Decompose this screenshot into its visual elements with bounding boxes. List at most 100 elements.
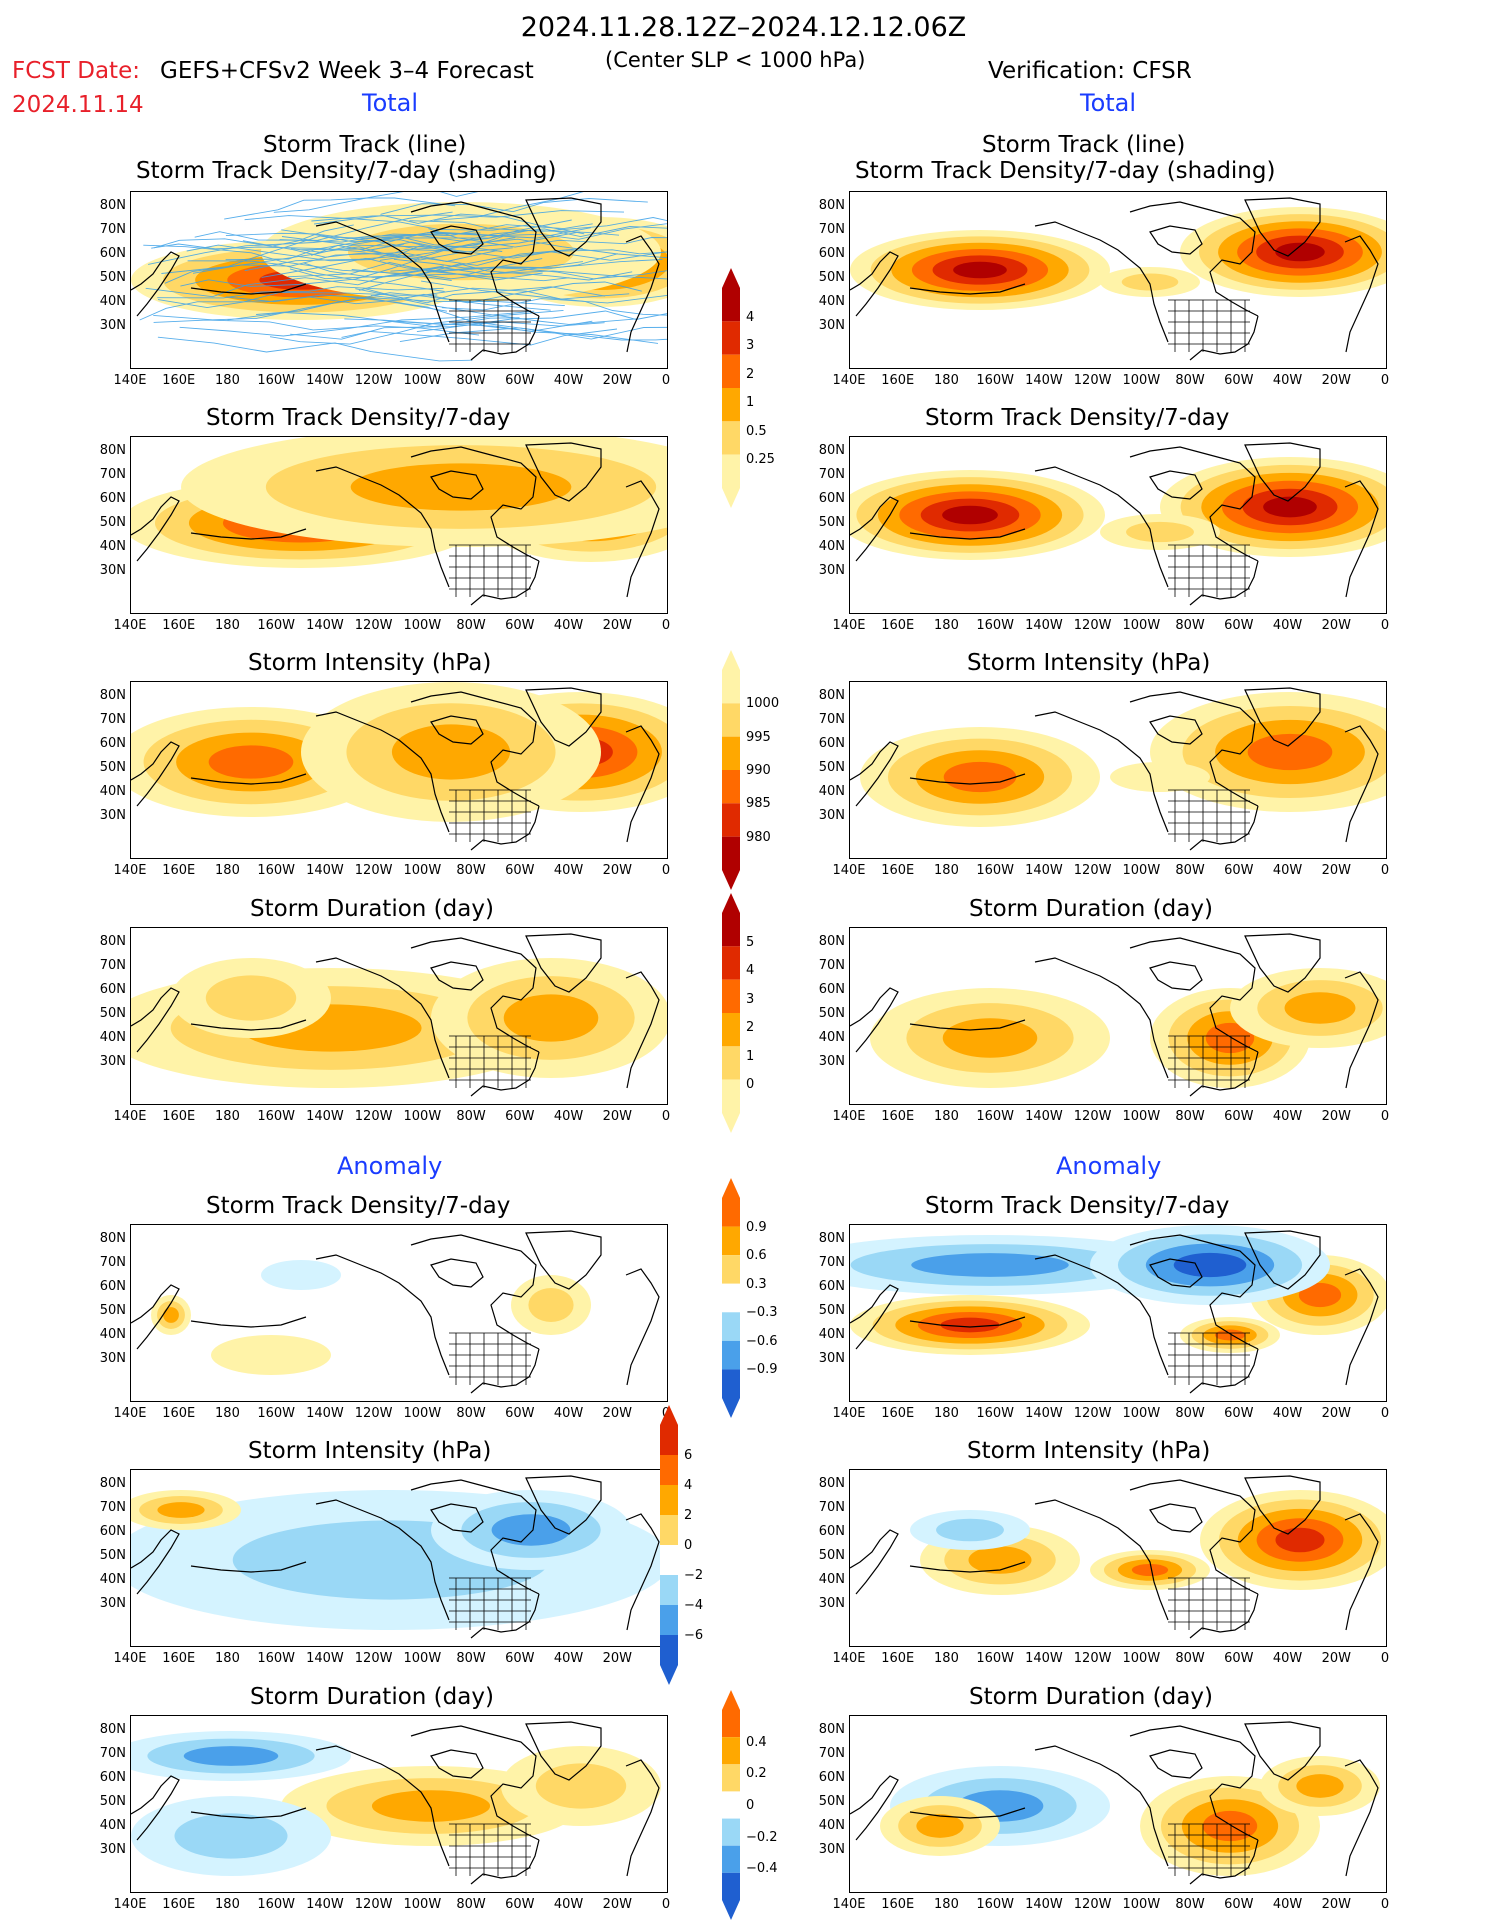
lat-tick-label: 30N — [99, 1596, 126, 1611]
map-panel-duration-anom-r — [849, 1715, 1387, 1893]
colorbar-duration-anomaly: 0.4 0.2 0 −0.2 −0.4 — [722, 1690, 792, 1920]
lon-tick-label: 60W — [1224, 618, 1254, 633]
lon-tick-label: 20W — [1321, 373, 1351, 388]
title-track-line-right: Storm Track (line) — [982, 132, 1186, 158]
lon-tick-label: 120W — [1073, 1897, 1112, 1912]
lon-tick-label: 100W — [403, 1406, 442, 1421]
lat-tick-label: 60N — [818, 491, 845, 506]
lon-tick-label: 180 — [215, 1651, 240, 1666]
map-plot — [131, 682, 667, 851]
lon-tick-label: 120W — [1073, 1651, 1112, 1666]
colorbar-tick-label: −0.3 — [746, 1305, 778, 1321]
title-duration-left: Storm Duration (day) — [250, 896, 494, 922]
title-track-shading-right: Storm Track Density/7-day (shading) — [855, 158, 1276, 184]
section-total-right: Total — [1080, 89, 1137, 117]
lon-tick-label: 160E — [162, 1651, 196, 1666]
lat-tick-label: 60N — [99, 1524, 126, 1539]
lon-tick-label: 120W — [1073, 618, 1112, 633]
map-panel-intensity-r — [849, 681, 1387, 859]
lon-tick-label: 140E — [832, 1897, 866, 1912]
lon-tick-label: 140W — [306, 618, 344, 633]
colorbar-tick-label: 6 — [684, 1448, 693, 1463]
lon-tick-label: 40W — [1272, 863, 1303, 878]
lon-tick-label: 0 — [661, 863, 671, 878]
lon-tick-label: 160W — [976, 1897, 1014, 1912]
lon-tick-label: 0 — [1380, 863, 1390, 878]
colorbar-tick-label: −0.6 — [746, 1333, 778, 1349]
lon-tick-label: 140W — [1025, 618, 1063, 633]
map-panel-intensity-anom-l — [130, 1469, 668, 1647]
lon-tick-label: 140W — [1025, 373, 1063, 388]
lon-tick-label: 140W — [1025, 1651, 1063, 1666]
lat-tick-label: 30N — [818, 1054, 845, 1069]
lat-tick-label: 70N — [99, 222, 126, 237]
lon-tick-label: 60W — [505, 1651, 535, 1666]
title-intensity-anom-left: Storm Intensity (hPa) — [248, 1438, 492, 1464]
lat-tick-label: 40N — [99, 539, 126, 554]
lon-tick-label: 60W — [1224, 863, 1254, 878]
lon-tick-label: 180 — [934, 1651, 959, 1666]
fcst-label: FCST Date: — [12, 58, 140, 84]
lat-tick-label: 40N — [818, 784, 845, 799]
lon-tick-label: 60W — [505, 863, 535, 878]
lon-tick-label: 160W — [257, 1109, 295, 1124]
lon-tick-label: 140W — [1025, 1897, 1063, 1912]
lat-tick-label: 70N — [99, 958, 126, 973]
lon-tick-label: 160W — [976, 618, 1014, 633]
lat-tick-label: 30N — [818, 808, 845, 823]
lat-tick-label: 70N — [818, 467, 845, 482]
colorbar-tick-label: 0.4 — [746, 1734, 767, 1750]
map-panel-density-l — [130, 436, 668, 614]
lat-tick-label: 60N — [99, 736, 126, 751]
colorbar-tick-label: −0.9 — [746, 1362, 778, 1378]
lat-tick-label: 30N — [818, 318, 845, 333]
lon-tick-label: 100W — [1122, 1406, 1161, 1421]
lon-tick-label: 140W — [306, 373, 344, 388]
lon-tick-label: 160E — [162, 618, 196, 633]
lat-tick-label: 80N — [818, 688, 845, 703]
lat-tick-label: 40N — [818, 1030, 845, 1045]
lat-tick-label: 60N — [99, 1279, 126, 1294]
lon-tick-label: 40W — [553, 373, 584, 388]
lon-tick-label: 20W — [1321, 1651, 1351, 1666]
lon-tick-label: 160W — [976, 1406, 1014, 1421]
colorbar-tick-label: 990 — [746, 763, 771, 778]
lat-tick-label: 50N — [818, 760, 845, 775]
lon-tick-label: 140E — [113, 863, 147, 878]
lon-tick-label: 100W — [1122, 863, 1161, 878]
lon-tick-label: 160E — [162, 373, 196, 388]
lon-tick-label: 80W — [456, 1109, 486, 1124]
lon-tick-label: 40W — [1272, 1406, 1303, 1421]
lat-tick-label: 50N — [99, 1548, 126, 1563]
lon-tick-label: 180 — [215, 1109, 240, 1124]
lon-tick-label: 100W — [403, 863, 442, 878]
section-anomaly-right: Anomaly — [1056, 1152, 1162, 1180]
lon-tick-label: 40W — [553, 863, 584, 878]
title-density-left: Storm Track Density/7-day — [206, 405, 511, 431]
lon-tick-label: 80W — [1175, 1109, 1205, 1124]
lon-tick-label: 160W — [257, 1897, 295, 1912]
lat-tick-label: 30N — [818, 1842, 845, 1857]
lat-tick-label: 60N — [818, 1524, 845, 1539]
lon-tick-label: 160W — [257, 1651, 295, 1666]
lon-tick-label: 0 — [661, 1109, 671, 1124]
lon-tick-label: 0 — [1380, 618, 1390, 633]
lon-tick-label: 100W — [403, 618, 442, 633]
lat-tick-label: 30N — [99, 808, 126, 823]
lon-tick-label: 60W — [505, 1406, 535, 1421]
lon-tick-label: 40W — [553, 1109, 584, 1124]
lon-tick-label: 180 — [934, 1406, 959, 1421]
lon-tick-label: 120W — [354, 1406, 393, 1421]
colorbar-tick-label: 980 — [746, 829, 771, 845]
lon-tick-label: 80W — [456, 1651, 486, 1666]
lat-tick-label: 50N — [818, 1794, 845, 1809]
colorbar-intensity-anomaly: 6 4 2 0 −2 −4 −6 — [660, 1405, 730, 1685]
map-plot — [850, 933, 1386, 1097]
lon-tick-label: 140W — [1025, 863, 1063, 878]
lon-tick-label: 40W — [553, 1406, 584, 1421]
lon-tick-label: 20W — [602, 373, 632, 388]
map-plot — [131, 933, 667, 1097]
map-panel-density-r — [849, 436, 1387, 614]
lon-tick-label: 160E — [881, 1406, 915, 1421]
lon-tick-label: 80W — [1175, 373, 1205, 388]
